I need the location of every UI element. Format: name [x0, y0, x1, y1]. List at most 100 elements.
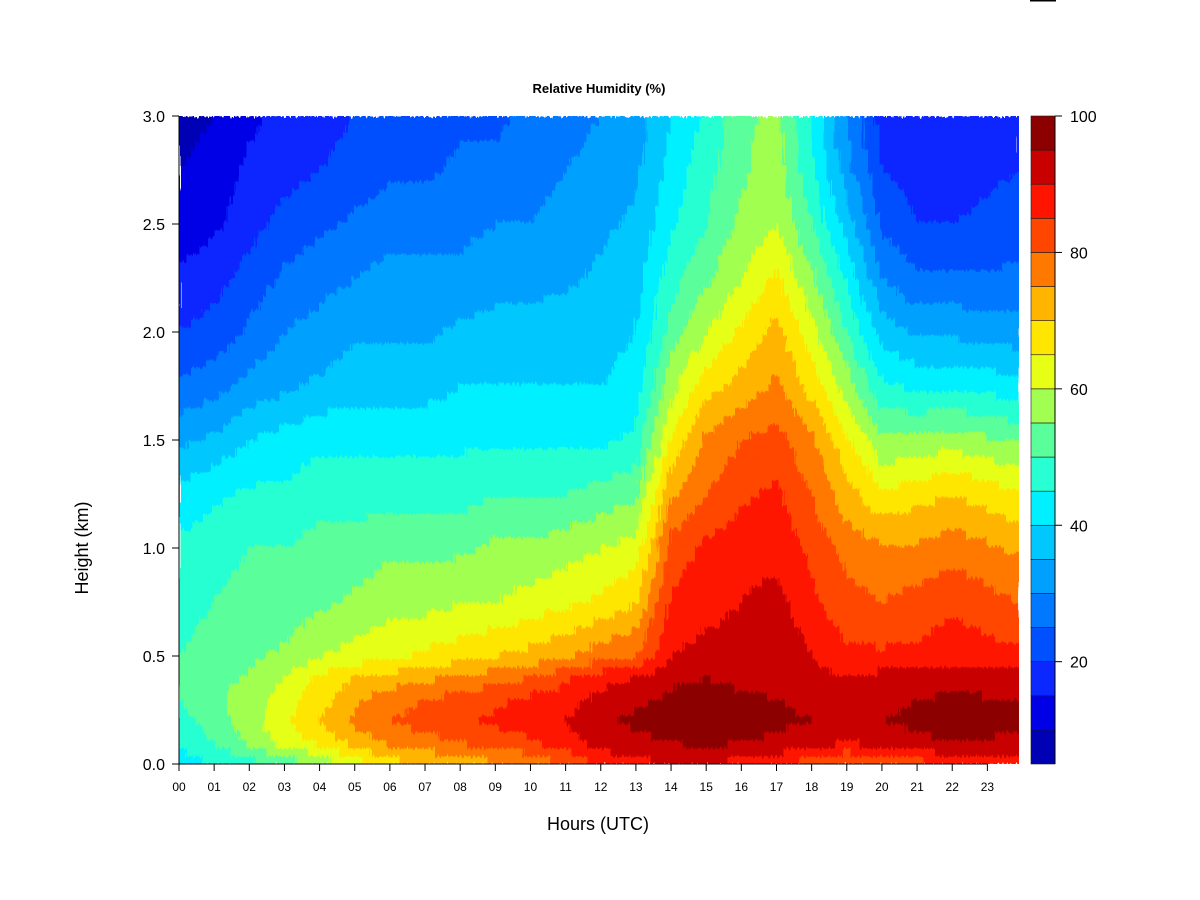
heatmap-cell: [259, 448, 264, 457]
heatmap-cell: [355, 715, 360, 725]
heatmap-cell: [347, 683, 352, 692]
heatmap-cell: [231, 310, 236, 320]
heatmap-cell: [319, 731, 324, 741]
heatmap-cell: [403, 132, 408, 141]
heatmap-cell: [275, 472, 280, 482]
heatmap-cell: [187, 318, 192, 328]
heatmap-cell: [287, 205, 292, 214]
heatmap-cell: [211, 367, 216, 376]
heatmap-cell: [423, 172, 428, 182]
heatmap-cell: [343, 577, 348, 587]
heatmap-cell: [391, 488, 396, 498]
heatmap-cell: [239, 593, 244, 603]
heatmap-cell: [363, 602, 368, 611]
heatmap-cell: [359, 415, 364, 425]
heatmap-cell: [211, 618, 216, 627]
heatmap-cell: [255, 188, 260, 198]
heatmap-cell: [419, 205, 424, 214]
heatmap-cell: [375, 253, 380, 263]
heatmap-cell: [279, 229, 284, 239]
heatmap-cell: [311, 440, 316, 449]
heatmap-cell: [191, 707, 196, 716]
heatmap-cell: [323, 561, 328, 571]
heatmap-cell: [415, 529, 420, 538]
heatmap-cell: [379, 512, 384, 522]
heatmap-cell: [427, 569, 432, 579]
heatmap-cell: [291, 148, 296, 158]
heatmap-cell: [247, 221, 252, 230]
heatmap-cell: [403, 634, 408, 644]
heatmap-cell: [335, 642, 340, 652]
heatmap-cell: [307, 399, 312, 409]
heatmap-cell: [383, 253, 388, 263]
heatmap-cell: [271, 593, 276, 603]
heatmap-cell: [263, 350, 268, 360]
heatmap-cell: [251, 310, 256, 320]
heatmap-cell: [311, 431, 316, 441]
heatmap-cell: [247, 456, 252, 465]
heatmap-cell: [199, 302, 204, 311]
heatmap-cell: [291, 496, 296, 506]
heatmap-cell: [263, 456, 268, 465]
heatmap-cell: [399, 294, 404, 303]
heatmap-cell: [307, 496, 312, 506]
heatmap-cell: [335, 423, 340, 433]
heatmap-cell: [395, 391, 400, 401]
heatmap-cell: [351, 512, 356, 522]
heatmap-cell: [227, 739, 232, 749]
heatmap-cell: [235, 350, 240, 360]
heatmap-cell: [199, 618, 204, 627]
heatmap-cell: [359, 188, 364, 198]
heatmap-cell: [311, 188, 316, 198]
heatmap-cell: [351, 683, 356, 692]
heatmap-cell: [263, 440, 268, 449]
heatmap-cell: [311, 132, 316, 141]
heatmap-cell: [327, 472, 332, 482]
heatmap-cell: [279, 132, 284, 141]
heatmap-cell: [195, 124, 200, 133]
heatmap-cell: [179, 674, 184, 684]
heatmap-cell: [419, 537, 424, 546]
heatmap-cell: [235, 440, 240, 449]
heatmap-cell: [235, 553, 240, 563]
heatmap-cell: [199, 723, 204, 733]
heatmap-cell: [243, 650, 248, 660]
heatmap-cell: [351, 504, 356, 514]
heatmap-cell: [267, 334, 272, 344]
heatmap-cell: [407, 237, 412, 247]
heatmap-cell: [379, 286, 384, 295]
heatmap-cell: [379, 334, 384, 344]
heatmap-cell: [351, 699, 356, 708]
heatmap-cell: [195, 278, 200, 287]
heatmap-cell: [207, 245, 212, 255]
heatmap-cell: [399, 577, 404, 587]
heatmap-cell: [311, 642, 316, 652]
heatmap-cell: [243, 747, 248, 757]
heatmap-cell: [303, 156, 308, 166]
heatmap-cell: [375, 496, 380, 506]
heatmap-cell: [231, 415, 236, 425]
heatmap-cell: [295, 707, 300, 716]
heatmap-cell: [295, 415, 300, 425]
heatmap-cell: [363, 691, 368, 700]
heatmap-cell: [327, 164, 332, 174]
heatmap-cell: [347, 294, 352, 303]
heatmap-cell: [303, 140, 308, 149]
heatmap-cell: [219, 593, 224, 603]
heatmap-cell: [339, 755, 344, 764]
heatmap-cell: [359, 326, 364, 336]
heatmap-cell: [419, 626, 424, 635]
heatmap-cell: [187, 294, 192, 303]
heatmap-cell: [391, 334, 396, 344]
heatmap-cell: [191, 415, 196, 425]
heatmap-cell: [259, 188, 264, 198]
heatmap-cell: [223, 658, 228, 668]
heatmap-cell: [387, 342, 392, 352]
heatmap-cell: [291, 318, 296, 328]
heatmap-cell: [291, 156, 296, 166]
heatmap-cell: [315, 521, 320, 530]
heatmap-cell: [363, 472, 368, 482]
heatmap-cell: [307, 593, 312, 603]
heatmap-cell: [291, 350, 296, 360]
heatmap-cell: [259, 618, 264, 627]
